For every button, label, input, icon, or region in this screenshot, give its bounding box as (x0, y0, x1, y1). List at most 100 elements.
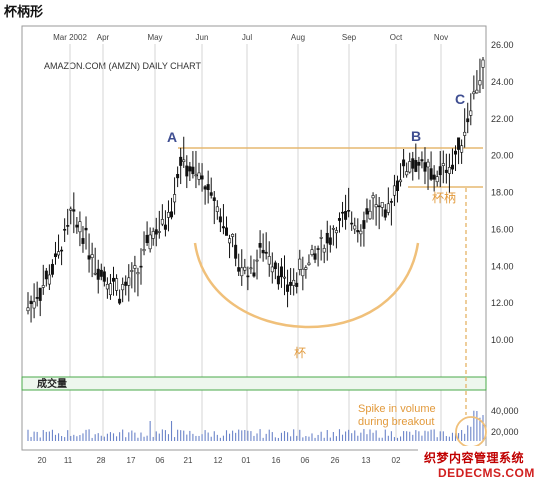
candle-body (57, 251, 61, 256)
candle-body (90, 254, 94, 258)
candle-body (261, 249, 265, 254)
x-month-labels: Mar 2002 Apr May Jun Jul Aug Sep Oct Nov (53, 33, 448, 42)
candle-body (258, 243, 262, 248)
candle-body (481, 59, 485, 68)
candle-body (316, 248, 320, 250)
x-day-label: 12 (214, 456, 223, 465)
candle-body (319, 237, 323, 239)
x-month-label: Sep (342, 33, 357, 42)
candle-body (334, 230, 338, 234)
y-tick-label: 26.00 (491, 40, 514, 50)
candle-body (447, 167, 451, 174)
candle-body (69, 208, 73, 211)
volume-label: 成交量 (37, 377, 67, 390)
chart-title: AMAZON.COM (AMZN) DAILY CHART (44, 61, 202, 71)
y-tick-label: 24.00 (491, 77, 514, 87)
volume-bars (27, 410, 484, 441)
candle-body (341, 211, 345, 214)
candle-body (170, 211, 174, 218)
x-month-label: Mar 2002 (53, 33, 87, 42)
candle-body (112, 277, 116, 282)
candle-body (286, 284, 290, 292)
candle-body (38, 287, 42, 301)
x-day-labels: 201128170621120116062613022111 (38, 456, 459, 465)
candle-body (356, 230, 360, 233)
candle-body (441, 163, 445, 166)
candle-body (35, 297, 39, 299)
candle-body (460, 145, 464, 153)
candle-body (209, 192, 213, 196)
candle-body (215, 206, 219, 212)
candle-body (292, 279, 296, 286)
candle-body (362, 220, 366, 229)
candle-body (157, 231, 161, 233)
candle-body (298, 258, 302, 270)
candle-body (53, 253, 57, 258)
candle-body (136, 272, 140, 275)
candle-body (166, 212, 170, 218)
candle-body (99, 269, 103, 277)
candle-body (389, 201, 393, 203)
candle-body (350, 222, 354, 225)
candle-body (203, 186, 207, 190)
candle-body (301, 268, 305, 277)
candle-body (337, 218, 341, 221)
x-day-label: 11 (64, 456, 73, 465)
candle-body (87, 255, 91, 260)
x-day-label: 06 (301, 456, 310, 465)
spike-annotation-line2: during breakout (358, 416, 434, 428)
candle-body (197, 172, 201, 180)
candle-body (304, 267, 308, 270)
point-c-label: C (455, 91, 465, 107)
candle-body (420, 159, 424, 162)
candle-body (139, 265, 143, 268)
candle-body (264, 251, 268, 254)
candle-body (454, 150, 458, 155)
candle-body (160, 219, 164, 225)
candle-body (118, 298, 122, 304)
candle-body (405, 171, 409, 176)
candle-body (344, 211, 348, 220)
page-title: 杯柄形 (4, 4, 43, 19)
y-tick-label: 22.00 (491, 114, 514, 124)
candle-body (328, 237, 332, 245)
candle-body (145, 234, 149, 244)
candle-body (188, 166, 192, 172)
spike-annotation-line1: Spike in volume (358, 403, 436, 415)
candle-body (359, 230, 363, 235)
candle-body (380, 202, 384, 208)
candle-body (154, 229, 158, 235)
candle-body (237, 267, 241, 272)
candle-body (26, 307, 30, 312)
candle-body (243, 266, 247, 271)
candle-body (102, 271, 106, 282)
candle-body (115, 278, 119, 291)
candle-body (66, 225, 70, 227)
cup-arc (193, 242, 420, 329)
x-day-label: 17 (127, 456, 136, 465)
candle-body (206, 184, 210, 191)
candle-body (313, 253, 317, 260)
candle-body (475, 89, 479, 94)
candle-body (194, 174, 198, 177)
candle-body (478, 80, 482, 86)
candle-body (438, 166, 442, 176)
point-a-label: A (167, 129, 177, 145)
candle-body (84, 227, 88, 231)
candle-body (234, 244, 238, 259)
plot-frame (21, 25, 487, 451)
candle-body (163, 224, 167, 230)
candle-body (179, 156, 183, 166)
candle-body (249, 267, 253, 270)
candle-body (279, 266, 283, 278)
candle-body (191, 166, 195, 175)
candle-body (417, 161, 421, 166)
x-month-label: May (147, 33, 162, 42)
candle-body (429, 168, 433, 180)
candle-body (228, 238, 232, 244)
candle-body (255, 259, 259, 262)
gridlines (69, 44, 442, 440)
candle-body (347, 210, 351, 212)
candle-body (105, 284, 109, 290)
candle-body (252, 272, 256, 277)
